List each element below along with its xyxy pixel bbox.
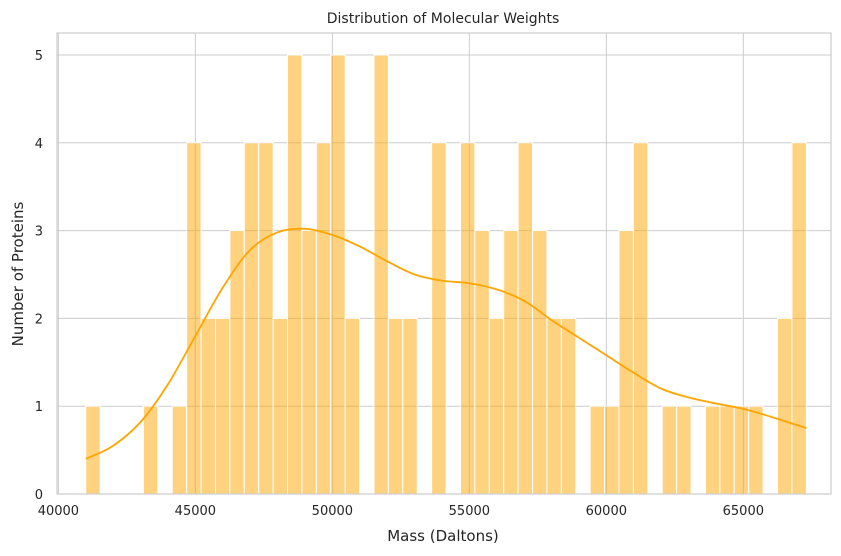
histogram-bar — [272, 317, 289, 495]
histogram-bar — [661, 405, 678, 495]
y-tick-label: 5 — [35, 49, 43, 64]
histogram-bar — [315, 142, 332, 495]
x-tick-label: 45000 — [175, 504, 216, 519]
histogram-bar — [186, 142, 202, 495]
histogram-bar — [791, 142, 807, 495]
histogram-bar — [532, 230, 548, 495]
x-tick-label: 55000 — [449, 504, 490, 519]
y-axis-ticks: 0 1 2 3 4 5 — [35, 49, 43, 503]
histogram-bar — [560, 317, 577, 495]
y-tick-label: 4 — [35, 137, 43, 152]
x-tick-label: 40000 — [38, 504, 79, 519]
histogram-bar — [402, 317, 418, 495]
histogram-bar — [200, 317, 216, 495]
histogram-bar — [287, 54, 303, 495]
histogram-bar — [517, 142, 534, 495]
histogram-bar — [387, 317, 404, 495]
histogram-bar — [142, 405, 159, 495]
histogram-bar — [546, 317, 562, 495]
y-tick-label: 0 — [35, 488, 43, 503]
histogram-bar — [344, 317, 361, 495]
histogram-bar — [488, 317, 505, 495]
histogram-bar — [618, 230, 634, 495]
histogram-bar — [243, 142, 260, 495]
histogram-bar — [676, 405, 692, 495]
histogram-bar — [719, 405, 735, 495]
plot-frame — [56, 32, 832, 495]
histogram-bars — [85, 54, 807, 495]
y-axis-label: Number of Proteins — [9, 201, 27, 346]
histogram-bar — [258, 142, 274, 495]
y-tick-label: 3 — [35, 225, 43, 240]
kde-curve — [85, 227, 807, 460]
histogram-bar — [431, 142, 447, 495]
histogram-bar — [85, 405, 101, 495]
histogram-bar — [589, 405, 606, 495]
histogram-bar — [632, 142, 649, 495]
y-tick-label: 1 — [35, 400, 43, 415]
histogram-bar — [330, 54, 346, 495]
histogram-bar — [171, 405, 188, 495]
histogram-bar — [748, 405, 764, 495]
histogram-bar — [777, 317, 793, 495]
histogram-bar — [229, 230, 245, 495]
x-tick-label: 60000 — [586, 504, 627, 519]
x-axis-label: Mass (Daltons) — [387, 527, 499, 545]
x-axis-ticks: 40000 45000 50000 55000 60000 65000 — [38, 504, 764, 519]
histogram-bar — [733, 405, 750, 495]
histogram-bar — [604, 405, 620, 495]
x-tick-label: 50000 — [312, 504, 353, 519]
histogram-bar — [704, 405, 721, 495]
histogram-bar — [459, 142, 476, 495]
chart-title: Distribution of Molecular Weights — [327, 11, 560, 27]
histogram-bar — [503, 230, 519, 495]
histogram-bar — [373, 54, 389, 495]
y-tick-label: 2 — [35, 312, 43, 327]
histogram-bar — [214, 317, 231, 495]
histogram-bar — [301, 230, 317, 495]
x-tick-label: 65000 — [723, 504, 764, 519]
histogram-bar — [474, 230, 490, 495]
